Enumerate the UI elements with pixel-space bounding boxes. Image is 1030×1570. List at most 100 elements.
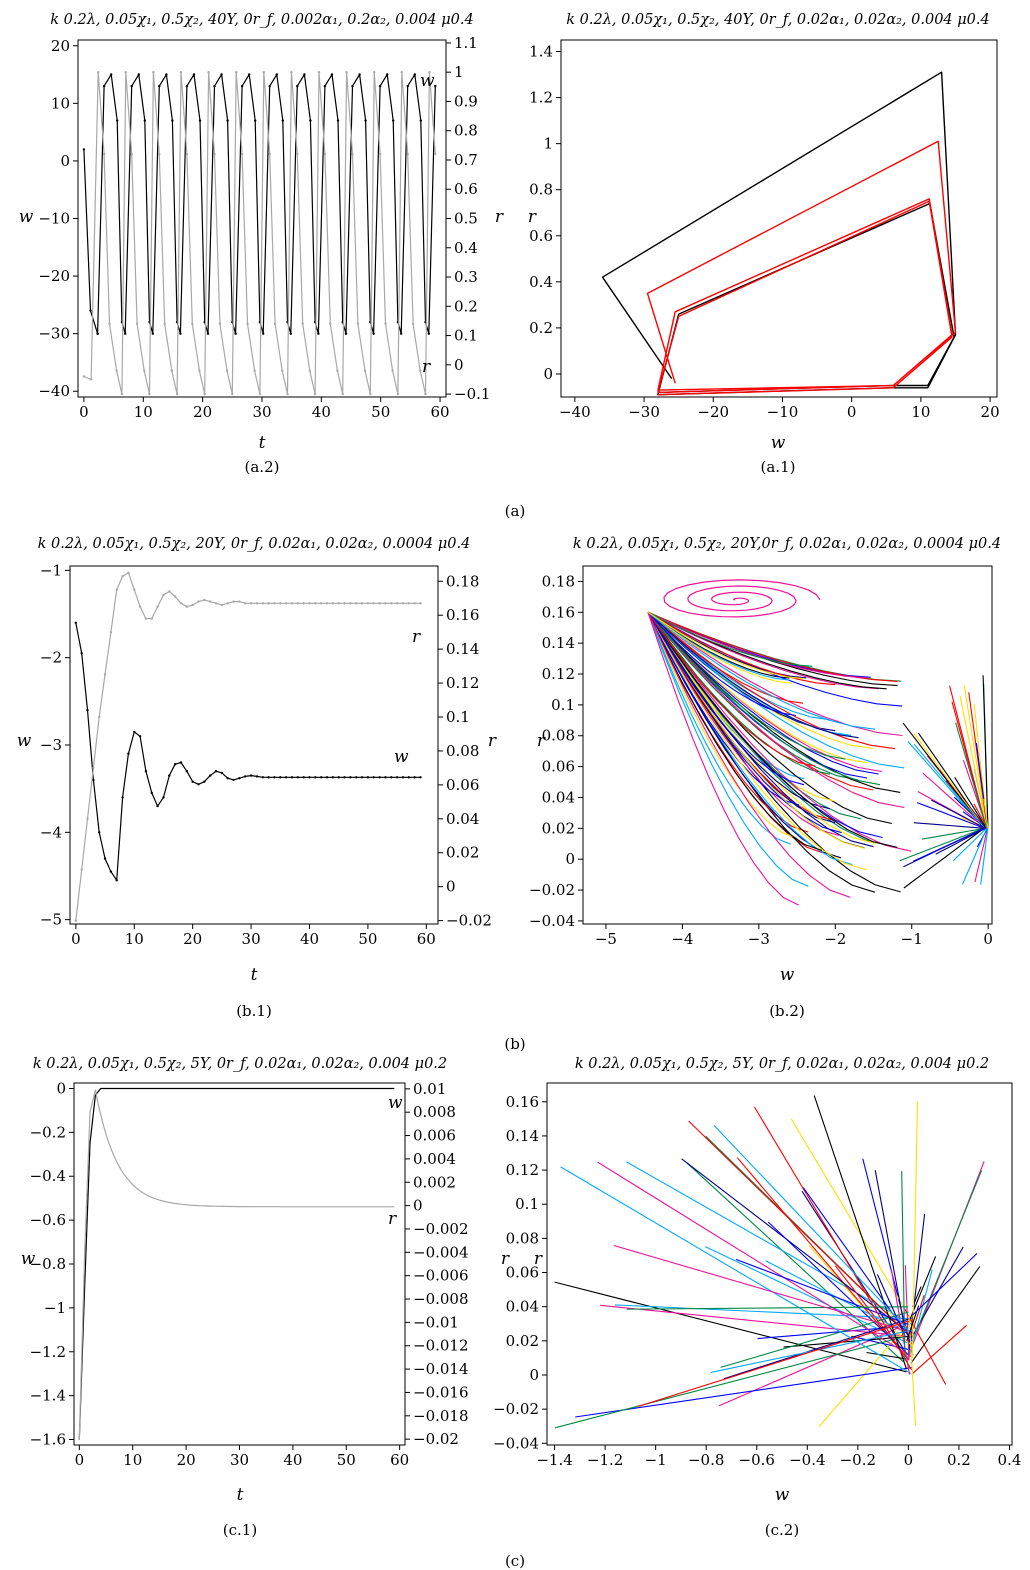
trajectory-line	[647, 611, 859, 739]
series-r-line	[83, 71, 436, 395]
x-tick-label: 50	[337, 1451, 356, 1469]
series-label-r: r	[388, 1209, 397, 1229]
series-r-point	[349, 602, 352, 605]
x-tick-label: 0.2	[947, 1451, 971, 1469]
y-tick-label: 0.8	[529, 181, 553, 199]
series-w-point	[351, 84, 354, 88]
y-tick-label: 0	[60, 152, 70, 170]
series-w-point	[275, 73, 278, 76]
y2-tick-label: 0.002	[413, 1173, 456, 1191]
trajectory-line	[952, 827, 987, 862]
trajectory-line	[908, 1295, 925, 1344]
y-axis-label: r	[528, 207, 537, 227]
series-r-point	[152, 71, 155, 74]
y2-tick-label: 0.3	[454, 268, 478, 286]
series-r-point	[240, 152, 244, 156]
trajectory-line	[961, 828, 988, 885]
series-w-point	[102, 84, 106, 88]
y-tick-label: −0.02	[493, 1400, 539, 1418]
series-w-point	[302, 776, 305, 779]
series-r-point	[231, 392, 234, 396]
y-tick-label: 0.14	[542, 634, 575, 652]
x-tick-label: −40	[559, 403, 591, 421]
x-tick-label: −0.6	[739, 1451, 775, 1469]
trajectory-line	[600, 1304, 906, 1337]
chart-b1: 0 10 20 30 40 50 60 −5 −4 −3 −2 −1 −0.02 0 0.02 0.04 0.0…	[17, 536, 497, 1020]
plot-frame	[582, 565, 993, 925]
y-tick-label: 0.08	[542, 727, 575, 745]
trajectory-line	[597, 1161, 913, 1358]
trajectory-line	[910, 1266, 981, 1364]
series-w-point	[434, 84, 437, 88]
plot-area	[82, 71, 437, 396]
trajectory-line	[647, 611, 836, 686]
y-tick-label: −1.6	[30, 1431, 66, 1449]
trajectory-line	[982, 675, 989, 829]
series-r-point	[158, 152, 161, 156]
chart-a2: 0 10 20 30 40 50 60 −40 −30 −20 −10 0 10 20 −0.1 0 0.1 0.…	[19, 12, 504, 476]
series-r-point	[232, 600, 235, 603]
y-tick-label: −0.4	[30, 1167, 66, 1185]
x-tick-label: 60	[390, 1451, 409, 1469]
series-r-point	[220, 603, 224, 607]
series-r-point	[401, 602, 405, 605]
trajectory-line	[647, 612, 805, 786]
series-r-point	[384, 602, 387, 605]
trajectory-line	[647, 612, 877, 845]
series-r-point	[384, 322, 387, 325]
y2-tick-label: 0.6	[454, 180, 478, 198]
series-r-point	[203, 392, 206, 396]
chart-title: k 0.2λ, 0.05χ₁, 0.5χ₂, 20Y, 0r_f, 0.02α₁…	[38, 536, 471, 552]
series-r-point	[115, 369, 118, 372]
series-r-point	[411, 322, 415, 325]
series-r-point	[378, 602, 381, 605]
series-r-point	[290, 602, 294, 605]
x-tick-label: −30	[628, 403, 660, 421]
series-r-point	[102, 152, 106, 156]
series-r-point	[378, 152, 382, 156]
series-w-point	[109, 870, 113, 873]
series-w-point	[103, 857, 107, 860]
series-w-point	[364, 119, 367, 122]
series-r-point	[407, 602, 410, 605]
trajectory-line	[647, 612, 800, 806]
series-w-point	[130, 84, 133, 88]
series-w-point	[317, 332, 320, 335]
series-w-point	[400, 332, 403, 335]
series-w-point	[92, 778, 95, 782]
chart-b2: −5 −4 −3 −2 −1 0 −0.04 −0.02 0 0.02 0.04 0.06 0.08 0.…	[529, 536, 1001, 1020]
trajectory-line	[647, 611, 903, 737]
series-w-point	[198, 119, 202, 122]
trajectory-line	[681, 1158, 907, 1332]
y-axis-label: r	[537, 731, 546, 751]
series-w-point	[124, 332, 127, 335]
y2-tick-label: 0.9	[454, 92, 478, 110]
series-w-point	[407, 776, 410, 779]
x-tick-label: 60	[431, 403, 450, 421]
x-tick-label: 0	[79, 403, 89, 421]
y-tick-label: 0.1	[515, 1195, 539, 1213]
trajectory-line	[913, 827, 985, 862]
x-tick-label: −20	[697, 403, 729, 421]
trajectory-line	[647, 611, 879, 775]
y-tick-label: 0	[56, 1079, 66, 1097]
series-w-point	[401, 776, 405, 779]
trajectory-line	[767, 1221, 909, 1355]
series-r-point	[373, 71, 376, 74]
trajectory-line	[980, 828, 989, 885]
trajectory-line	[647, 612, 867, 871]
chart-title: k 0.2λ, 0.05χ₁, 0.5χ₂, 40Y, 0r_f, 0.002α…	[50, 12, 474, 28]
series-r-point	[214, 602, 218, 605]
series-w-point	[168, 774, 171, 777]
series-r-point	[281, 369, 284, 372]
series-w-point	[279, 776, 282, 779]
trajectory-line	[790, 1118, 905, 1309]
y-tick-label: 0.4	[529, 273, 553, 291]
series-w-point	[234, 332, 237, 335]
series-w-point	[171, 119, 174, 122]
trajectory-line	[935, 827, 986, 855]
series-w-point	[360, 776, 364, 779]
y-tick-label: 0.06	[506, 1264, 539, 1282]
x-tick-label: −4	[671, 930, 693, 948]
series-r-point	[191, 603, 194, 607]
